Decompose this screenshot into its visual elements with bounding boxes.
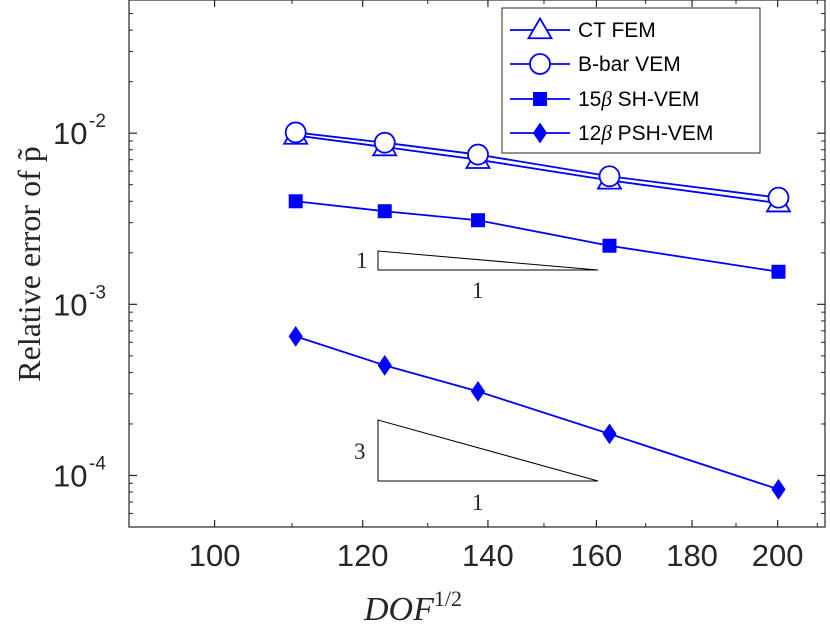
slope-triangle (377, 250, 599, 271)
slope-run-label: 1 (472, 490, 484, 515)
y-tick-label: 10 (53, 116, 87, 151)
legend-label-number: 12 (578, 122, 601, 145)
legend-label-method: SH-VEM (612, 88, 700, 111)
data-point (470, 213, 485, 228)
series-line (295, 335, 779, 491)
data-point (373, 131, 396, 154)
slope-rise-label: 3 (354, 439, 366, 464)
legend-marker (532, 122, 548, 144)
legend-label: 12β PSH-VEM (578, 121, 713, 145)
slope-triangles-group: 1 1 3 1 (354, 248, 599, 515)
legend-marker (533, 92, 547, 106)
data-point (288, 325, 303, 347)
slope-rise-label: 1 (356, 248, 368, 273)
legend-label-greek: β (600, 121, 612, 145)
slope-triangle (377, 419, 599, 482)
x-axis-label: DOF1/2 (363, 586, 462, 628)
x-tick-label: 120 (337, 538, 389, 573)
data-point (284, 121, 307, 144)
legend-label: 15β SH-VEM (578, 87, 699, 111)
data-point (771, 264, 786, 279)
data-point (377, 354, 392, 376)
legend-entry-1: B-bar VEM (510, 53, 681, 76)
y-tick-label-exponent: -2 (89, 111, 106, 132)
axes-box (128, 0, 826, 528)
data-point (377, 204, 392, 219)
x-tick-label: 160 (571, 538, 623, 573)
legend-label: B-bar VEM (578, 53, 681, 76)
legend-entry-2: 15β SH-VEM (510, 87, 699, 111)
series-group (282, 121, 792, 500)
legend-label: CT FEM (578, 19, 656, 42)
x-tick-label: 180 (666, 538, 718, 573)
legend-marker (526, 16, 554, 40)
legend-label-method: PSH-VEM (612, 122, 714, 145)
legend-entry-0: CT FEM (510, 16, 656, 42)
series-2 (288, 194, 786, 279)
y-tick-label: 10 (53, 287, 87, 322)
y-tick-label-exponent: -3 (89, 282, 106, 303)
slope-run-label: 1 (472, 278, 484, 303)
y-axis-label: Relative error of p̃ (11, 146, 47, 381)
y-tick-label: 10 (53, 458, 87, 493)
series-1 (284, 121, 790, 209)
data-point (767, 186, 790, 209)
data-point (771, 478, 786, 500)
data-point (288, 194, 303, 209)
legend-entry-3: 12β PSH-VEM (510, 121, 713, 145)
x-tick-label: 140 (462, 538, 514, 573)
data-point (470, 380, 486, 402)
series-line (295, 200, 779, 273)
series-3 (288, 325, 786, 500)
data-point (467, 143, 489, 166)
data-point (598, 165, 621, 188)
x-tick-label: 100 (189, 538, 241, 573)
x-tick-label: 200 (752, 538, 804, 573)
y-tick-label-exponent: -4 (89, 453, 106, 474)
data-point (602, 238, 617, 253)
x-axis-label-exponent: 1/2 (434, 586, 462, 611)
legend-label-greek: β (600, 87, 612, 111)
legend-marker (529, 53, 551, 75)
legend-label-number: 15 (578, 88, 601, 111)
data-point (602, 423, 617, 445)
